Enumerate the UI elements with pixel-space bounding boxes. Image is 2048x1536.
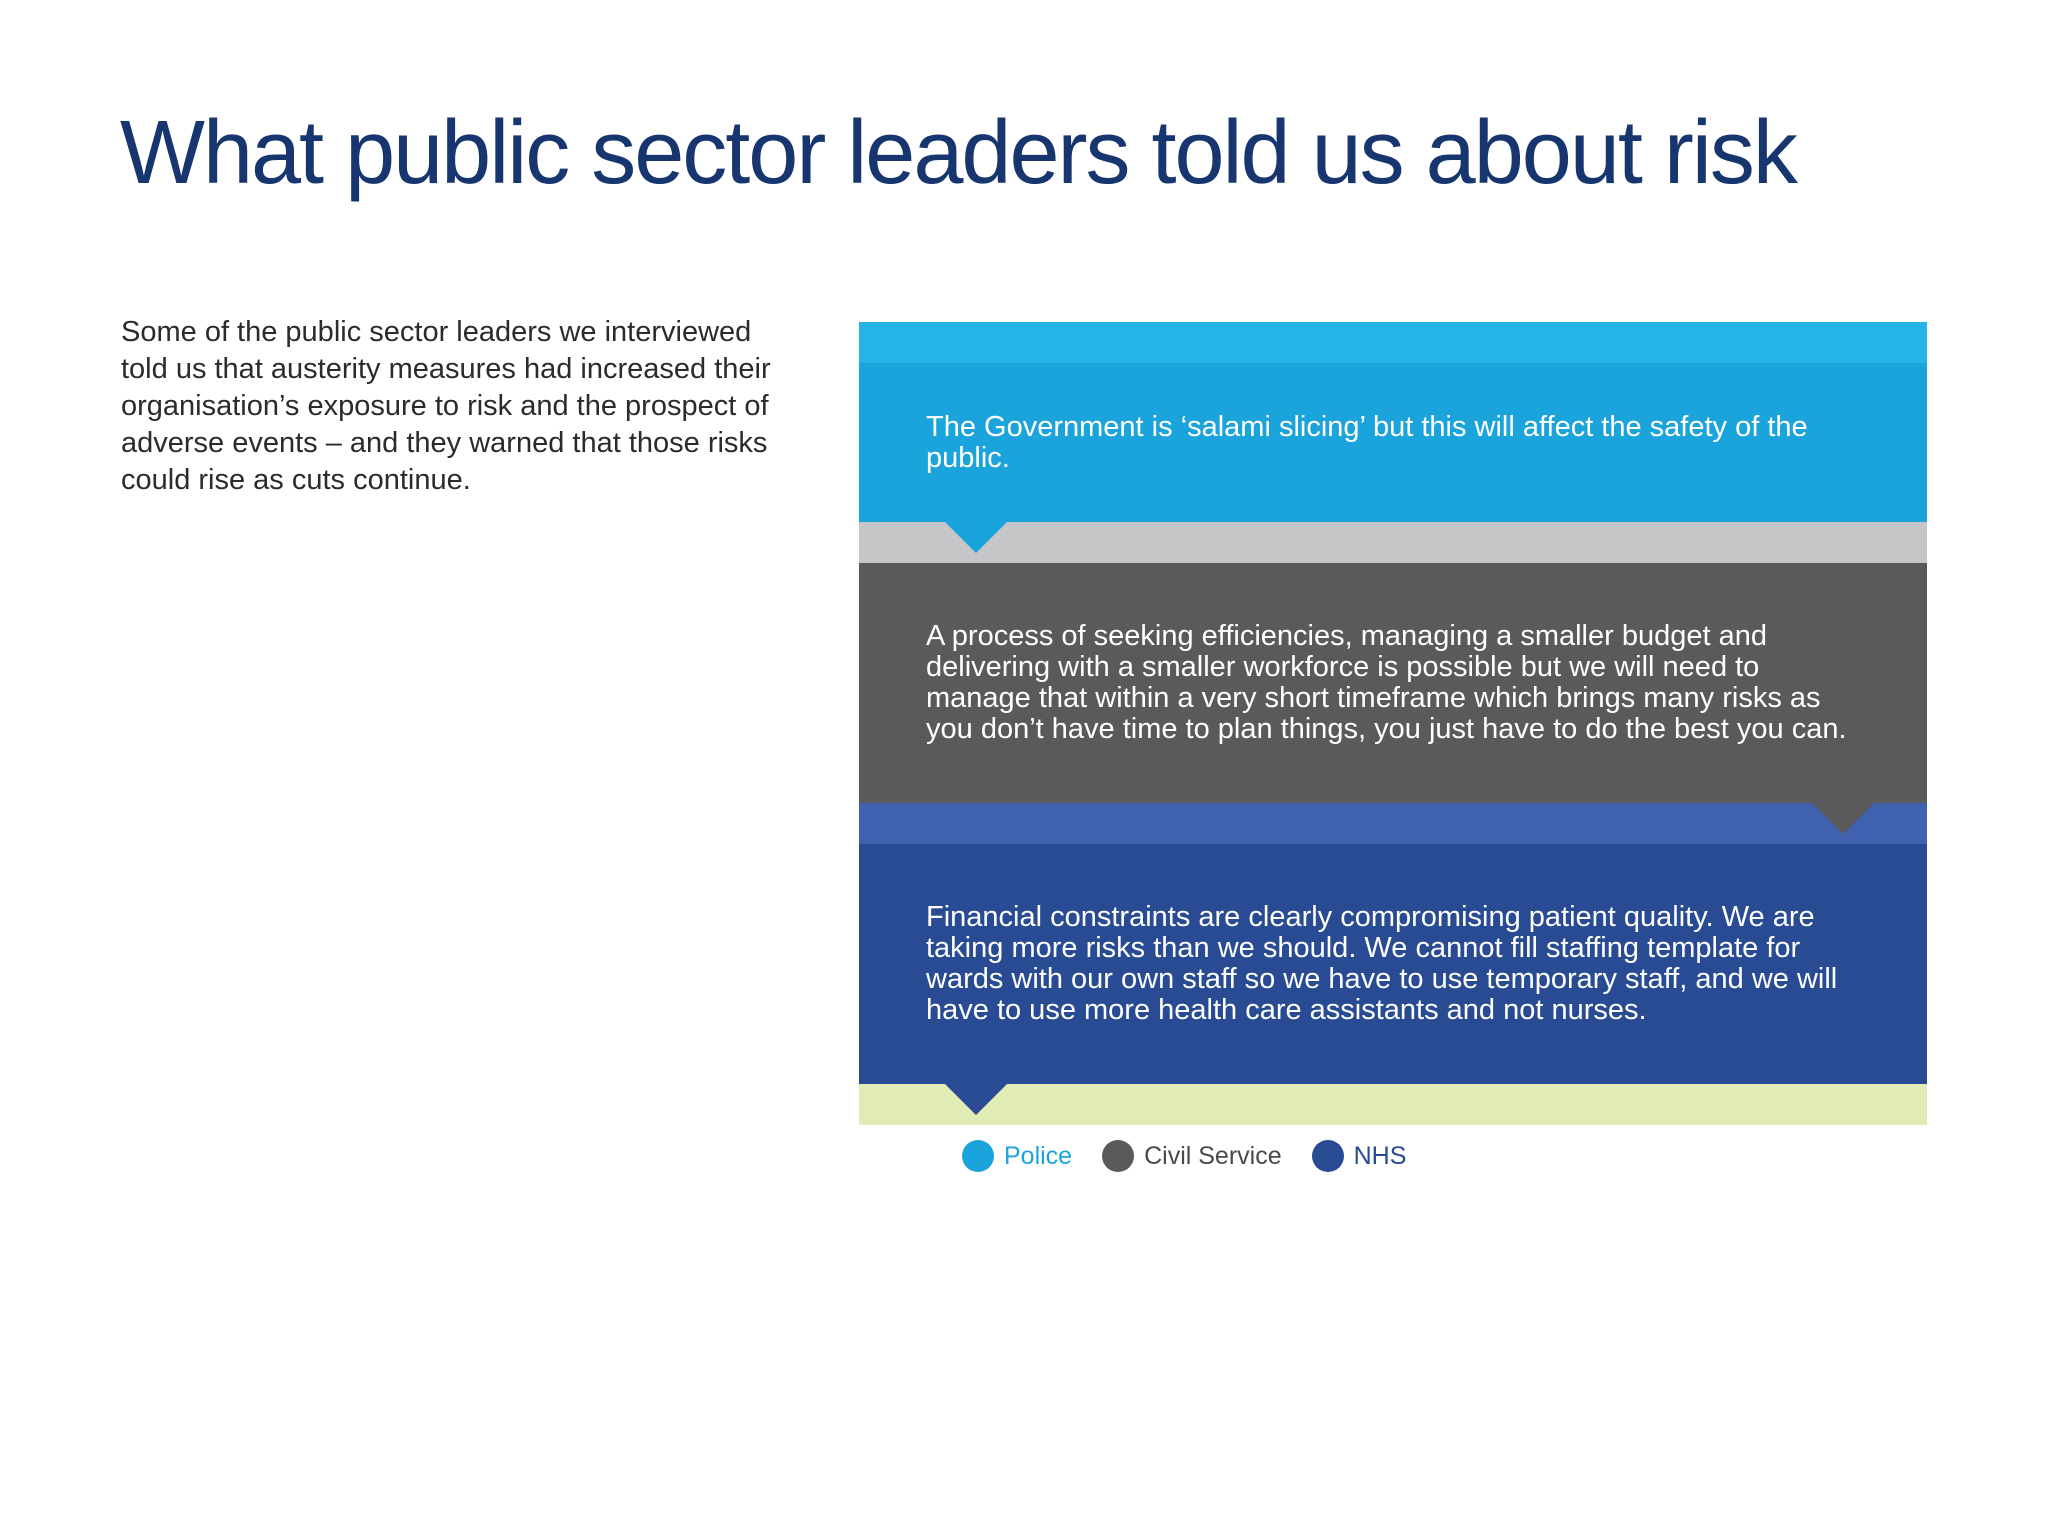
page-title: What public sector leaders told us about… bbox=[120, 103, 1798, 203]
quote-nhs: Financial constraints are clearly compro… bbox=[859, 844, 1927, 1084]
legend-dot-civil-service bbox=[1102, 1140, 1135, 1172]
band-top bbox=[859, 322, 1927, 363]
band-blue bbox=[859, 803, 1927, 844]
intro-paragraph: Some of the public sector leaders we int… bbox=[121, 316, 771, 496]
quotes-panel: The Government is ‘salami slicing’ but t… bbox=[859, 322, 1927, 1125]
pointer-civil-service bbox=[1812, 803, 1874, 834]
pointer-nhs bbox=[945, 1084, 1007, 1115]
legend-label-police: Police bbox=[1004, 1141, 1073, 1170]
quote-police: The Government is ‘salami slicing’ but t… bbox=[859, 363, 1927, 522]
legend-item-nhs: NHS bbox=[1311, 1140, 1407, 1172]
band-grey bbox=[859, 522, 1927, 563]
legend-item-civil-service: Civil Service bbox=[1102, 1140, 1282, 1172]
legend-label-civil-service: Civil Service bbox=[1144, 1141, 1282, 1170]
quote-civil-service-text: A process of seeking efficiencies, manag… bbox=[926, 620, 1847, 745]
pointer-police bbox=[945, 522, 1007, 553]
legend: Police Civil Service NHS bbox=[962, 1140, 1436, 1172]
quote-nhs-text: Financial constraints are clearly compro… bbox=[926, 901, 1838, 1026]
legend-dot-police bbox=[962, 1140, 994, 1172]
quote-police-text: The Government is ‘salami slicing’ but t… bbox=[926, 410, 1808, 474]
legend-dot-nhs bbox=[1311, 1140, 1344, 1172]
legend-item-police: Police bbox=[962, 1140, 1072, 1172]
band-green bbox=[859, 1084, 1927, 1125]
quote-civil-service: A process of seeking efficiencies, manag… bbox=[859, 563, 1927, 803]
legend-label-nhs: NHS bbox=[1353, 1141, 1407, 1170]
